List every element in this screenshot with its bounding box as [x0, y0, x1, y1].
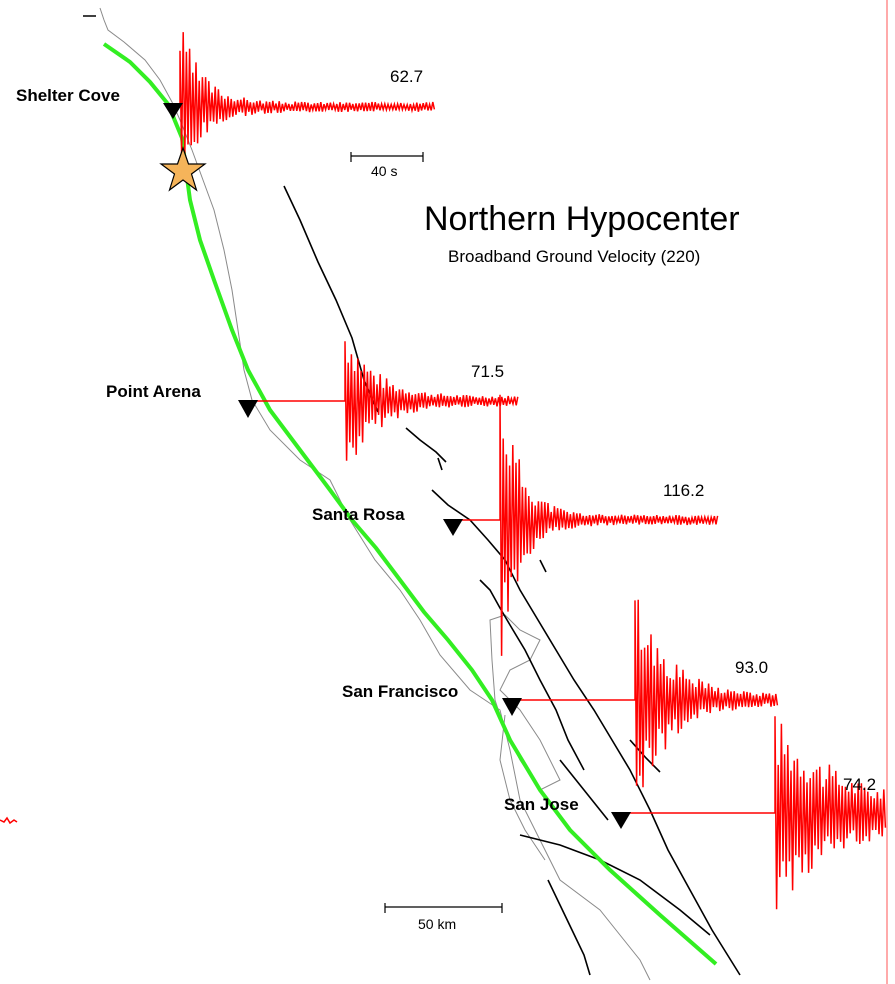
distance-scale-bar: [384, 903, 503, 913]
seismogram-trace: [173, 32, 436, 156]
distance-scale-label: 50 km: [418, 916, 456, 932]
peak-value: 116.2: [663, 481, 704, 500]
peak-value: 62.7: [390, 67, 423, 86]
star-icon: [159, 146, 207, 192]
triangle-down-icon: [443, 519, 463, 536]
peninsula-outline: [499, 714, 546, 861]
peak-value: 93.0: [735, 658, 768, 677]
seismogram-trace: [621, 716, 887, 910]
trace-fragment: [0, 816, 18, 825]
fault-line: [559, 759, 609, 821]
figure-title: Northern Hypocenter: [424, 200, 740, 238]
peak-value: 74.2: [843, 775, 876, 794]
station-label: San Francisco: [342, 682, 458, 701]
fault-line: [629, 739, 661, 773]
seismograms: [173, 32, 887, 910]
time-scale-bar: [350, 152, 424, 162]
fault-rupture-trace: [102, 42, 718, 966]
peak-value: 71.5: [471, 362, 504, 381]
fault-line: [479, 579, 585, 771]
coastline-path: [99, 7, 651, 981]
fault-line: [519, 834, 711, 936]
station-label: Point Arena: [106, 382, 201, 401]
station-label: San Jose: [504, 795, 579, 814]
triangle-down-icon: [611, 812, 631, 829]
figure-subtitle: Broadband Ground Velocity (220): [448, 247, 700, 266]
triangle-down-icon: [238, 400, 258, 418]
seismogram-trace: [453, 394, 719, 656]
fault-line: [405, 427, 447, 463]
seismogram-trace: [512, 599, 779, 788]
fault-traces: [283, 185, 741, 976]
triangle-down-icon: [163, 103, 183, 119]
station-markers: [163, 103, 631, 829]
time-scale-label: 40 s: [371, 163, 397, 179]
fault-line: [437, 457, 443, 471]
triangle-down-icon: [502, 698, 522, 716]
seismogram-trace: [248, 341, 519, 461]
station-label: Santa Rosa: [312, 505, 405, 524]
fault-line: [547, 879, 591, 976]
fault-line: [539, 559, 547, 573]
fault-line: [431, 489, 741, 976]
station-label: Shelter Cove: [16, 86, 120, 105]
